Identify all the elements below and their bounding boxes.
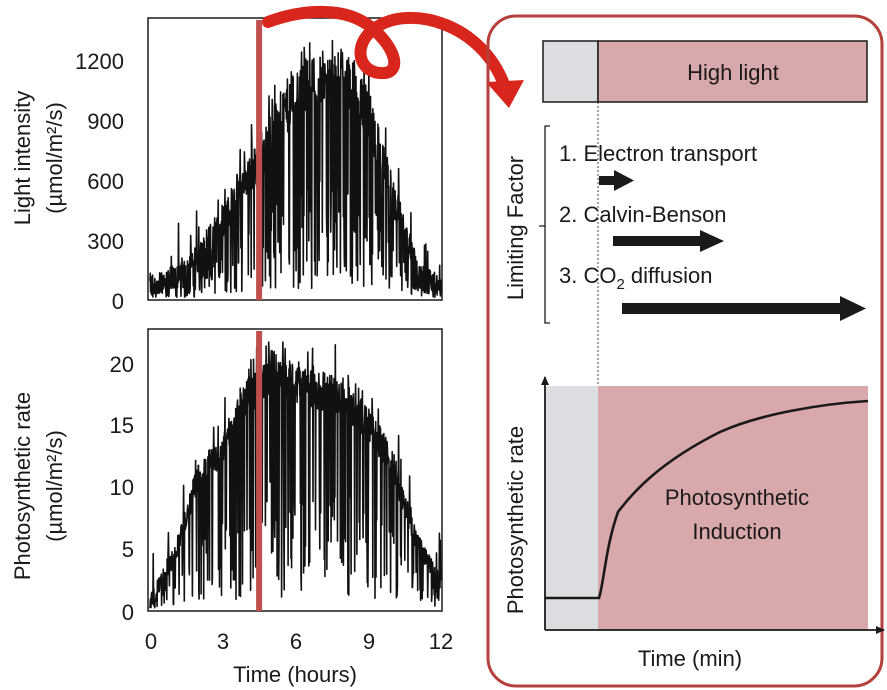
factor-1-arrow (599, 170, 634, 191)
light-intensity-trace (149, 39, 442, 299)
light-y-ticks: 0 300 600 900 1200 (75, 49, 124, 314)
light-ylabel-line1: Light intensity (10, 91, 35, 226)
photo-xtick: 9 (363, 629, 375, 654)
induction-xlabel: Time (min) (638, 646, 742, 671)
photo-ylabel-line1: Photosynthetic rate (10, 392, 35, 580)
factor-3-text: 3. CO (559, 263, 616, 288)
high-light-segment (597, 40, 868, 103)
induction-panel-border (486, 14, 884, 688)
induction-curve (545, 399, 869, 600)
induction-label-line2: Induction (692, 519, 781, 544)
induction-low-light-background (545, 386, 598, 630)
photosynthetic-rate-trace (149, 341, 442, 609)
light-ytick: 1200 (75, 49, 124, 74)
photo-xtick: 6 (290, 629, 302, 654)
factor-2-text: 2. Calvin-Benson (559, 202, 727, 227)
light-ytick: 0 (112, 289, 124, 314)
photosynthetic-rate-chart: 0 5 10 15 20 0 3 6 9 12 Time (hours) Pho… (10, 328, 453, 687)
light-intensity-chart: 0 300 600 900 1200 Light intensity (µmol… (10, 17, 443, 314)
factor-3-suffix: diffusion (625, 263, 713, 288)
callout-loop-path (262, 5, 509, 88)
factor-1-label: 1. Electron transport (559, 141, 757, 166)
photo-timepoint-marker (256, 331, 263, 611)
factor-2-arrow (613, 230, 724, 252)
callout-arrowhead (486, 80, 524, 108)
induction-label-line1: Photosynthetic (665, 485, 809, 510)
photo-ylabel-line2: (µmol/m²/s) (42, 430, 67, 542)
factor-3-label: 3. CO2 diffusion (559, 263, 712, 293)
limiting-factor-bracket (539, 125, 550, 324)
photo-ytick: 0 (122, 600, 134, 625)
photo-ytick: 5 (122, 537, 134, 562)
photo-xtick: 3 (217, 629, 229, 654)
induction-ylabel: Photosynthetic rate (503, 426, 528, 614)
light-timepoint-marker (256, 20, 263, 300)
high-light-label: High light (687, 60, 779, 85)
induction-panel: High light Limiting Factor 1. Electron t… (486, 14, 885, 688)
light-ytick: 900 (87, 109, 124, 134)
photo-xtick: 12 (429, 629, 453, 654)
factor-2-label: 2. Calvin-Benson (559, 202, 727, 227)
photo-plot-frame (147, 328, 443, 612)
photo-ytick: 10 (110, 475, 134, 500)
photo-y-ticks: 0 5 10 15 20 (110, 352, 134, 625)
callout-loop-arrow (262, 5, 524, 108)
photo-ytick: 20 (110, 352, 134, 377)
low-light-segment (542, 40, 599, 103)
photo-x-ticks: 0 3 6 9 12 (145, 629, 453, 654)
photo-ytick: 15 (110, 413, 134, 438)
photo-xtick: 0 (145, 629, 157, 654)
factor-3-arrow (622, 296, 866, 321)
light-ytick: 300 (87, 229, 124, 254)
limiting-factor-label: Limiting Factor (503, 156, 528, 300)
photo-xlabel: Time (hours) (233, 662, 357, 687)
light-ytick: 600 (87, 169, 124, 194)
factor-1-text: 1. Electron transport (559, 141, 757, 166)
factor-3-subscript: 2 (616, 276, 624, 293)
light-ylabel-line2: (µmol/m²/s) (42, 102, 67, 214)
